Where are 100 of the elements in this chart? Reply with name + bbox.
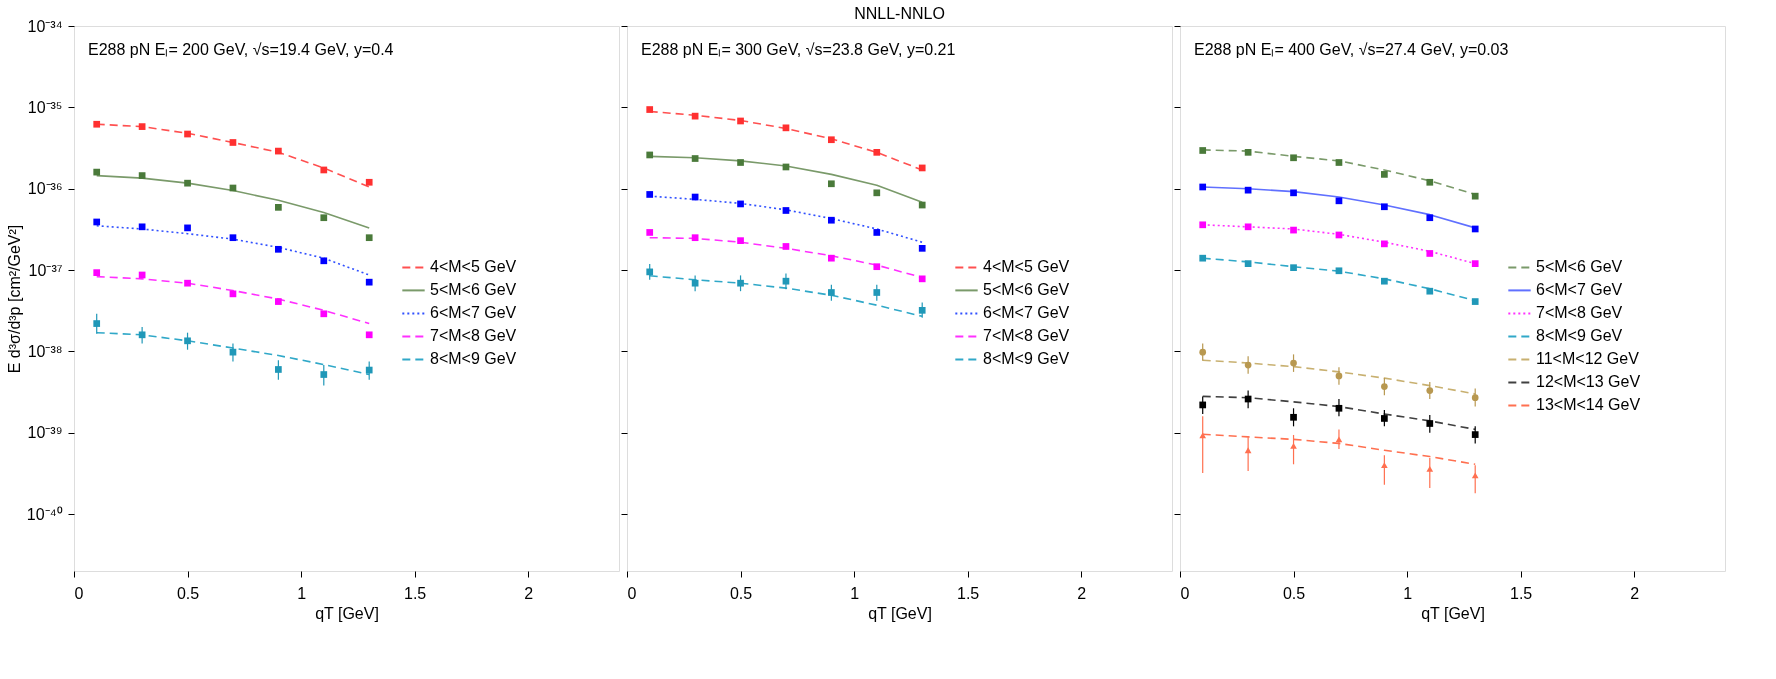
- point: [828, 289, 835, 296]
- point: [1335, 267, 1343, 275]
- point: [1426, 214, 1434, 222]
- legend-label: 7<M<8 GeV: [983, 327, 1070, 345]
- point: [737, 159, 744, 166]
- point: [737, 200, 744, 208]
- y-tick-label: 10⁻³⁶: [27, 180, 63, 198]
- point: [93, 120, 101, 128]
- annotation: E288 pN Eₗ= 200 GeV, √s=19.4 GeV, y=0.4: [88, 41, 394, 58]
- point: [691, 279, 699, 287]
- point: [275, 147, 282, 155]
- point: [1335, 436, 1343, 443]
- legend-label: 13<M<14 GeV: [1536, 396, 1641, 414]
- point: [138, 172, 146, 179]
- point: [873, 189, 881, 197]
- point: [1381, 277, 1388, 285]
- point: [646, 106, 654, 113]
- point: [1290, 154, 1297, 162]
- point: [782, 243, 790, 250]
- annotation: E288 pN Eₗ= 400 GeV, √s=27.4 GeV, y=0.03: [1194, 41, 1509, 58]
- legend-label: 6<M<7 GeV: [430, 304, 517, 322]
- point: [1471, 431, 1479, 438]
- x-tick-label: 2: [1077, 584, 1087, 602]
- point: [1381, 203, 1388, 211]
- annotation: E288 pN Eₗ= 300 GeV, √s=23.8 GeV, y=0.21: [641, 41, 956, 58]
- point: [275, 366, 282, 373]
- x-axis-title: qT [GeV]: [868, 604, 932, 622]
- point: [873, 289, 881, 296]
- point: [1290, 413, 1297, 421]
- point: [275, 298, 282, 305]
- point: [918, 275, 926, 283]
- point: [918, 244, 926, 252]
- point: [828, 254, 835, 262]
- point: [365, 331, 373, 339]
- x-tick-label: 0.5: [176, 584, 200, 602]
- point: [646, 191, 654, 198]
- point: [782, 124, 790, 132]
- legend-label: 7<M<8 GeV: [430, 327, 517, 345]
- x-tick-label: 2: [524, 584, 534, 602]
- point: [1199, 432, 1207, 439]
- point: [646, 229, 654, 236]
- point: [275, 245, 282, 253]
- x-tick-label: 0: [1180, 584, 1190, 602]
- line-series: [95, 331, 371, 376]
- point: [737, 237, 744, 244]
- legend-label: 8<M<9 GeV: [1536, 327, 1623, 345]
- point: [93, 218, 101, 226]
- point: [1290, 359, 1297, 367]
- legend-label: 8<M<9 GeV: [430, 350, 517, 368]
- point: [320, 371, 328, 378]
- point: [828, 180, 835, 188]
- x-tick-label: 0.5: [729, 584, 753, 602]
- y-tick-label: 10⁻³⁹: [27, 424, 63, 442]
- point: [1199, 147, 1207, 154]
- point: [1199, 221, 1207, 229]
- point: [1471, 192, 1479, 200]
- chart-title: NNLL-NNLO: [854, 4, 945, 22]
- x-tick-label: 1.5: [957, 584, 980, 602]
- x-tick-label: 1: [297, 584, 307, 602]
- point: [1381, 383, 1388, 390]
- point: [1471, 225, 1479, 233]
- point: [737, 117, 744, 125]
- x-tick-label: 1: [1403, 584, 1413, 602]
- point: [918, 164, 926, 172]
- point: [1244, 260, 1252, 267]
- point: [320, 257, 328, 265]
- point: [1335, 372, 1343, 380]
- point: [365, 234, 373, 242]
- point: [782, 207, 790, 214]
- x-tick-label: 0: [627, 584, 637, 602]
- point: [184, 337, 191, 345]
- point: [1471, 472, 1479, 479]
- point: [1244, 223, 1252, 231]
- point: [1335, 404, 1343, 412]
- y-tick-label: 10⁻⁴⁰: [26, 505, 63, 523]
- point: [1426, 465, 1434, 472]
- legend-label: 5<M<6 GeV: [430, 281, 517, 299]
- legend-label: 12<M<13 GeV: [1536, 373, 1641, 391]
- legend-label: 8<M<9 GeV: [983, 350, 1070, 368]
- point: [1199, 401, 1207, 409]
- point: [918, 306, 926, 314]
- point: [1335, 197, 1343, 205]
- point: [1199, 254, 1207, 262]
- point: [1381, 240, 1388, 248]
- point: [828, 216, 835, 224]
- legend-label: 11<M<12 GeV: [1536, 350, 1640, 368]
- point: [365, 278, 373, 286]
- legend-label: 6<M<7 GeV: [1536, 281, 1623, 299]
- point: [1244, 447, 1252, 454]
- point: [1381, 462, 1388, 469]
- point: [873, 263, 881, 271]
- point: [1471, 394, 1479, 402]
- x-tick-label: 1.5: [1510, 584, 1533, 602]
- legend-label: 5<M<6 GeV: [1536, 258, 1623, 276]
- point: [229, 139, 237, 146]
- point: [275, 204, 282, 211]
- point: [365, 178, 373, 186]
- point: [646, 151, 654, 159]
- point: [1426, 250, 1434, 257]
- point: [93, 320, 101, 327]
